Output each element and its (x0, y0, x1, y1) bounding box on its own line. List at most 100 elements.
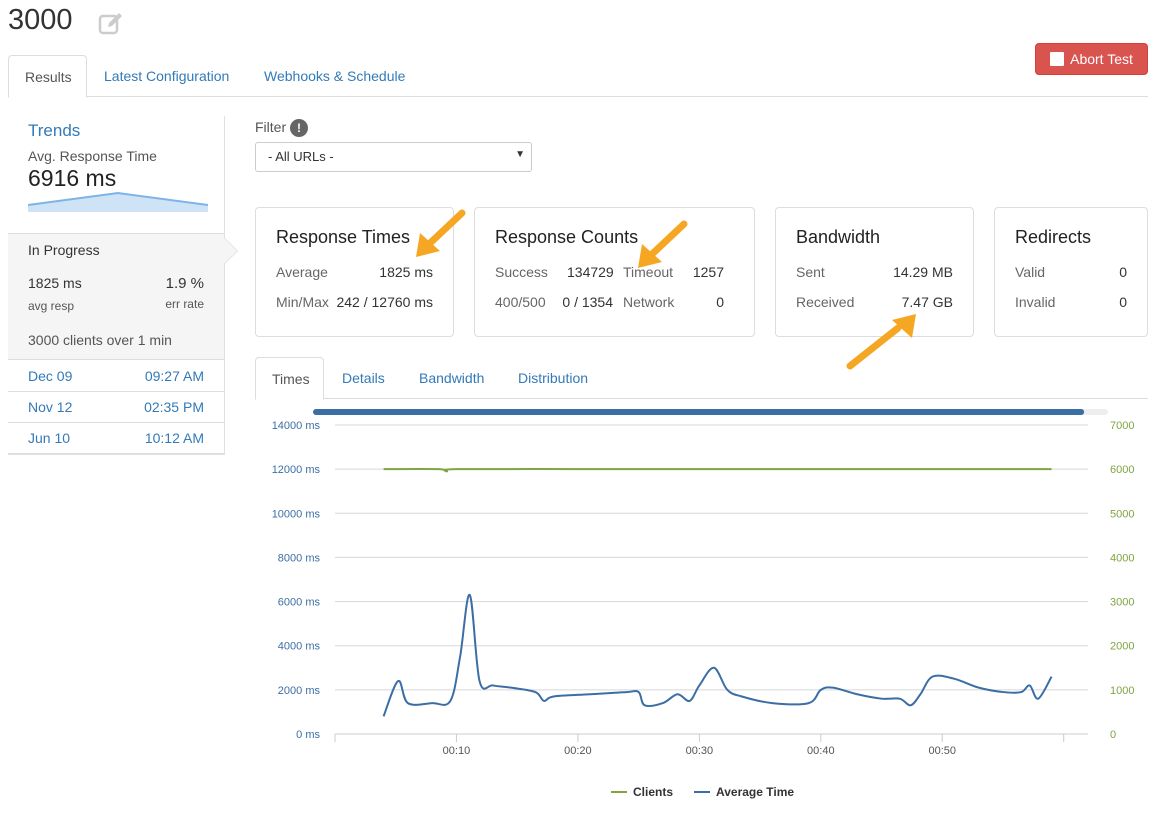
y-left-tick-label: 0 ms (296, 729, 320, 741)
tab-latest-configuration[interactable]: Latest Configuration (104, 68, 230, 84)
network-value: 0 (716, 294, 724, 310)
invalid-value: 0 (1119, 294, 1127, 310)
card-title: Redirects (1015, 227, 1092, 247)
x-tick-label: 00:40 (807, 745, 835, 757)
card-title: Response Counts (495, 227, 639, 247)
history-row[interactable]: Dec 09 09:27 AM (8, 361, 224, 392)
invalid-label: Invalid (1015, 294, 1056, 310)
trends-title[interactable]: Trends (28, 121, 81, 140)
stop-icon (1050, 52, 1065, 66)
average-time-series-line (382, 593, 1053, 717)
in-progress-panel[interactable]: In Progress 1825 ms avg resp 1.9 % err r… (8, 233, 238, 360)
tab-details[interactable]: Details (342, 370, 385, 386)
chart-tabs: Times Details Bandwidth Distribution (255, 357, 1148, 400)
trends-sidebar: Trends Avg. Response Time 6916 ms In Pro… (8, 116, 238, 455)
y-right-tick-label: 6000 (1110, 464, 1134, 476)
legend-average-time[interactable]: Average Time (694, 785, 794, 799)
tab-distribution[interactable]: Distribution (518, 370, 589, 386)
x-tick-label: 00:50 (928, 745, 956, 757)
filter-label: Filter (255, 119, 287, 135)
trend-sparkline (28, 191, 208, 212)
annotation-arrow-icon (416, 209, 466, 257)
success-label: Success (495, 264, 548, 280)
caret-down-icon: ▼ (515, 149, 525, 160)
avg-response-value: 6916 ms (28, 165, 117, 191)
sent-label: Sent (796, 264, 825, 280)
y-right-tick-label: 5000 (1110, 508, 1134, 520)
tab-times[interactable]: Times (255, 357, 324, 400)
progress-bar (313, 409, 1085, 415)
err-rate-value: 1.9 % (165, 275, 204, 292)
history-time: 09:27 AM (144, 368, 204, 384)
redirects-card: Redirects Valid 0 Invalid 0 (994, 207, 1148, 337)
y-right-tick-label: 1000 (1110, 685, 1134, 697)
err-rate-label: err rate (165, 297, 204, 311)
network-label: Network (623, 294, 675, 310)
y-left-tick-label: 8000 ms (278, 552, 321, 564)
minmax-label: Min/Max (276, 294, 329, 310)
legend-label: Clients (633, 785, 674, 799)
annotation-arrow-icon (638, 220, 688, 268)
tab-webhooks-schedule[interactable]: Webhooks & Schedule (264, 68, 406, 84)
history-date: Jun 10 (28, 430, 71, 446)
valid-label: Valid (1015, 264, 1046, 280)
tab-results[interactable]: Results (8, 55, 87, 98)
y-left-tick-label: 10000 ms (272, 508, 321, 520)
y-right-tick-label: 7000 (1110, 420, 1134, 432)
sent-value: 14.29 MB (893, 264, 953, 280)
response-times-card: Response Times Average 1825 ms Min/Max 2… (255, 207, 454, 337)
y-left-tick-label: 6000 ms (278, 597, 321, 609)
average-label: Average (276, 264, 328, 280)
average-value: 1825 ms (379, 264, 433, 280)
y-right-tick-label: 2000 (1110, 641, 1134, 653)
valid-value: 0 (1119, 264, 1127, 280)
avg-response-label: Avg. Response Time (28, 148, 157, 164)
x-tick-label: 00:10 (443, 745, 471, 757)
history-date: Dec 09 (28, 368, 73, 384)
legend-swatch (611, 791, 627, 793)
y-right-tick-label: 4000 (1110, 552, 1134, 564)
errors-value: 0 / 1354 (562, 294, 613, 310)
timeout-value: 1257 (692, 264, 724, 280)
abort-test-button[interactable]: Abort Test (1035, 43, 1148, 75)
received-label: Received (796, 294, 855, 310)
legend-clients[interactable]: Clients (611, 785, 673, 799)
info-icon[interactable]: ! (290, 119, 308, 137)
legend-label: Average Time (716, 785, 795, 799)
url-filter-select[interactable]: - All URLs - ▼ (255, 142, 532, 172)
page-title: 3000 (8, 4, 73, 36)
card-title: Bandwidth (796, 227, 881, 247)
minmax-value: 242 / 12760 ms (336, 294, 433, 310)
y-right-tick-label: 3000 (1110, 597, 1134, 609)
y-left-tick-label: 2000 ms (278, 685, 321, 697)
history-row[interactable]: Jun 10 10:12 AM (8, 423, 224, 454)
received-value: 7.47 GB (901, 294, 953, 310)
tab-bandwidth[interactable]: Bandwidth (419, 370, 485, 386)
abort-test-label: Abort Test (1070, 51, 1133, 67)
avg-resp-label: avg resp (28, 299, 75, 313)
clients-series-line (383, 467, 1052, 473)
avg-resp-value: 1825 ms (28, 275, 82, 291)
y-left-tick-label: 14000 ms (272, 420, 321, 432)
history-row[interactable]: Nov 12 02:35 PM (8, 392, 224, 423)
legend-swatch (694, 791, 710, 793)
annotation-arrow-icon (846, 314, 916, 370)
clients-summary: 3000 clients over 1 min (28, 332, 172, 348)
y-left-tick-label: 4000 ms (278, 641, 321, 653)
bandwidth-card: Bandwidth Sent 14.29 MB Received 7.47 GB (775, 207, 974, 337)
history-time: 10:12 AM (144, 430, 204, 446)
success-value: 134729 (567, 264, 614, 280)
results-tabs: Results Latest Configuration Webhooks & … (8, 55, 1148, 98)
errors-label: 400/500 (495, 294, 546, 310)
in-progress-title: In Progress (28, 242, 100, 258)
y-left-tick-label: 12000 ms (272, 464, 321, 476)
timeout-label: Timeout (623, 264, 674, 280)
card-title: Response Times (276, 227, 411, 247)
history-time: 02:35 PM (144, 399, 204, 415)
x-tick-label: 00:20 (564, 745, 592, 757)
history-date: Nov 12 (28, 399, 73, 415)
y-right-tick-label: 0 (1110, 729, 1116, 741)
edit-icon[interactable] (98, 11, 124, 37)
url-filter-value: - All URLs - (268, 149, 334, 164)
